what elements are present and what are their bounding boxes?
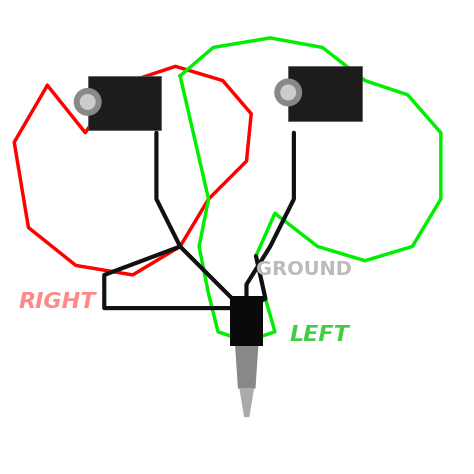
Circle shape <box>74 89 101 115</box>
Bar <box>88 76 161 130</box>
Text: LEFT: LEFT <box>289 325 349 345</box>
Polygon shape <box>235 346 258 389</box>
Text: RIGHT: RIGHT <box>19 292 96 312</box>
Circle shape <box>275 79 301 106</box>
Circle shape <box>281 85 295 100</box>
Polygon shape <box>239 389 254 417</box>
Bar <box>288 66 362 121</box>
Text: GROUND: GROUND <box>256 260 352 279</box>
Bar <box>230 296 263 346</box>
Circle shape <box>81 95 95 109</box>
